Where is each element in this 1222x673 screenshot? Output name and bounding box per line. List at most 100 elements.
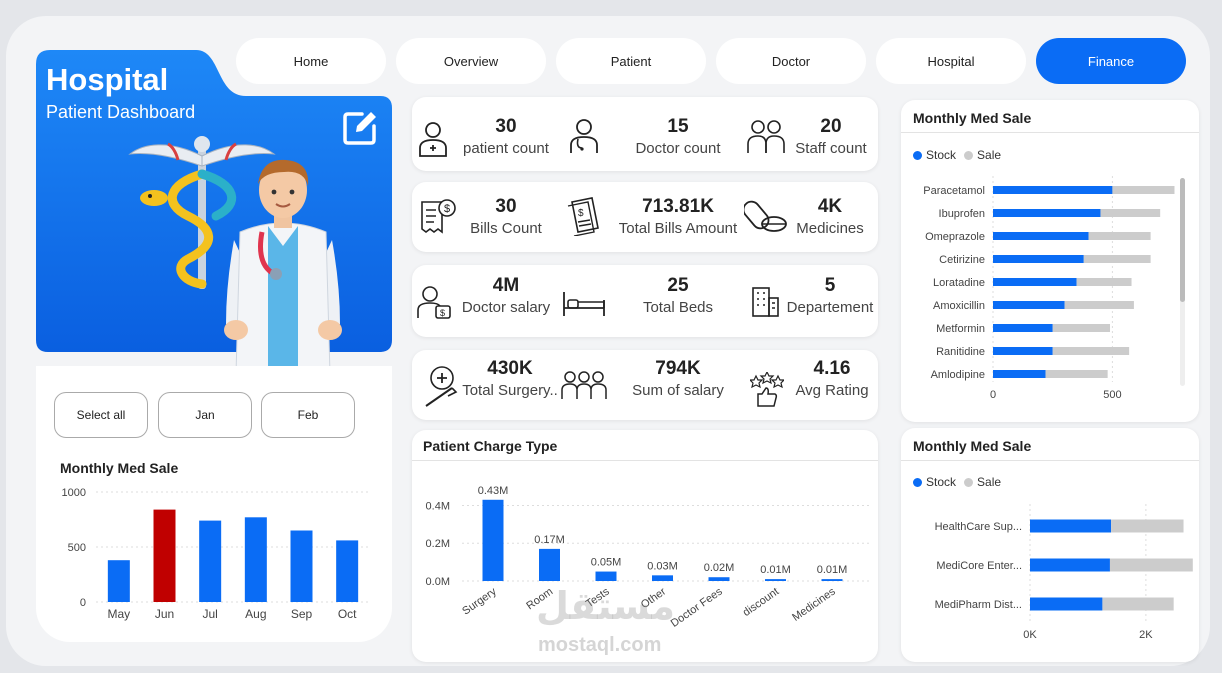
- kpi-value: 30: [495, 196, 517, 217]
- tab-finance[interactable]: Finance: [1036, 38, 1186, 84]
- kpi-label: Total Surgery..: [462, 382, 558, 399]
- x-tick-label: Aug: [245, 607, 266, 621]
- x-tick-label: 0K: [1023, 629, 1037, 641]
- legend-stock-label: Stock: [926, 475, 957, 489]
- y-tick-label: 0.2M: [426, 538, 450, 550]
- kpi-label: Total Beds: [642, 299, 714, 316]
- kpi-label: Staff count: [795, 140, 867, 157]
- kpi-department: 5 Departement: [782, 275, 878, 316]
- kpi-label: Departement: [786, 299, 874, 316]
- jan-button[interactable]: Jan: [158, 392, 252, 438]
- med-sale-suppliers-chart: 0K 2K HealthCare Sup... MediCore Enter... Me…: [935, 504, 1193, 641]
- kpi-value: 20: [820, 116, 842, 137]
- bar-stock: [993, 255, 1084, 263]
- bar-stock: [993, 278, 1077, 286]
- doctor-icon: [570, 119, 598, 153]
- legend-sale-dot: [964, 477, 974, 487]
- kpi-value: 30: [495, 116, 517, 137]
- x-tick-label: discount: [741, 586, 781, 619]
- kpi-value: 15: [667, 116, 689, 137]
- bar-sale: [1064, 301, 1134, 309]
- bar-stock: [993, 347, 1053, 355]
- med-sale-suppliers-title: Monthly Med Sale: [913, 438, 1032, 454]
- y-tick-label: Ibuprofen: [939, 208, 985, 220]
- tab-patient[interactable]: Patient: [556, 38, 706, 84]
- kpi-value: 5: [824, 275, 836, 296]
- kpi-total-beds: 25 Total Beds: [630, 275, 726, 316]
- kpi-total-bills-amount: 713.81K Total Bills Amount: [610, 196, 746, 237]
- bar-sale: [1109, 558, 1193, 572]
- watermark-arabic: مستقل: [536, 584, 675, 628]
- legend-medicines: Stock Sale: [913, 148, 1001, 162]
- kpi-card-salary: [412, 265, 878, 337]
- divider: [901, 460, 1199, 461]
- x-tick-label: Surgery: [460, 585, 499, 617]
- x-tick-label: 2K: [1139, 629, 1153, 641]
- kpi-label: Avg Rating: [795, 382, 869, 399]
- staff-icon: [747, 120, 785, 153]
- svg-text:$: $: [440, 308, 445, 318]
- kpi-label: patient count: [463, 140, 549, 157]
- bar: [199, 520, 222, 602]
- kpi-medicines: 4K Medicines: [790, 196, 870, 237]
- kpi-card-bills: [412, 182, 878, 252]
- divider: [412, 460, 878, 461]
- tab-hospital[interactable]: Hospital: [876, 38, 1026, 84]
- kpi-value: 4K: [817, 196, 843, 217]
- scrollbar-track[interactable]: [1180, 178, 1185, 386]
- bar-sale: [1088, 232, 1151, 240]
- kpi-card-counts: [412, 97, 878, 171]
- bar: [336, 540, 359, 602]
- y-tick-label: Amlodipine: [931, 369, 985, 381]
- y-tick-label: Omeprazole: [925, 231, 985, 243]
- bar-sale: [1045, 370, 1108, 378]
- x-tick-label: 500: [1103, 389, 1121, 401]
- bar: [595, 571, 617, 581]
- y-tick-label: 500: [68, 542, 86, 554]
- y-tick-label: Paracetamol: [923, 185, 985, 197]
- feb-button[interactable]: Feb: [261, 392, 355, 438]
- divider: [901, 132, 1199, 133]
- kpi-patient-count: 30 patient count: [450, 116, 562, 157]
- scrollbar-thumb[interactable]: [1180, 178, 1185, 302]
- bar: [107, 560, 130, 602]
- x-tick-label: Doctor Fees: [669, 585, 725, 629]
- y-tick-label: 0.4M: [426, 500, 450, 512]
- hero-subtitle: Patient Dashboard: [46, 102, 196, 122]
- tab-overview[interactable]: Overview: [396, 38, 546, 84]
- data-label: 0.03M: [647, 560, 678, 572]
- patient-charge-chart: 0.0M0.2M0.4M0.43MSurgery0.17MRoom0.05MTe…: [426, 485, 872, 630]
- bar-stock: [993, 186, 1113, 194]
- bed-icon: [563, 292, 605, 316]
- bar-sale: [1052, 324, 1111, 332]
- kpi-label: Doctor count: [635, 140, 721, 157]
- bar-sale: [1100, 209, 1161, 217]
- kpi-label: Total Bills Amount: [618, 220, 738, 237]
- tab-home[interactable]: Home: [236, 38, 386, 84]
- kpi-value: 4.16: [813, 358, 851, 379]
- legend-suppliers: Stock Sale: [913, 475, 1001, 489]
- edit-icon[interactable]: [340, 108, 380, 148]
- bar-stock: [993, 301, 1065, 309]
- y-tick-label: Cetirizine: [939, 254, 985, 266]
- kpi-card-surgery: [412, 350, 878, 420]
- y-tick-label: 0.0M: [426, 576, 450, 588]
- bar: [652, 575, 673, 581]
- tab-doctor[interactable]: Doctor: [716, 38, 866, 84]
- select-all-button[interactable]: Select all: [54, 392, 148, 438]
- bar-stock: [1030, 519, 1112, 533]
- bar-stock: [993, 209, 1101, 217]
- bar-stock: [993, 324, 1053, 332]
- kpi-doctor-salary: 4M Doctor salary: [456, 275, 556, 316]
- patient-icon: [419, 122, 447, 157]
- bar: [290, 530, 313, 602]
- bar: [482, 499, 504, 581]
- y-tick-label: Ranitidine: [936, 346, 985, 358]
- med-sale-medicines-title: Monthly Med Sale: [913, 110, 1032, 126]
- med-sale-suppliers-card: [901, 428, 1199, 662]
- bill-icon: $: [421, 199, 456, 234]
- legend-stock-dot: [913, 150, 922, 160]
- kpi-value: 794K: [655, 358, 701, 379]
- kpi-bills-count: 30 Bills Count: [458, 196, 554, 237]
- bar-sale: [1076, 278, 1132, 286]
